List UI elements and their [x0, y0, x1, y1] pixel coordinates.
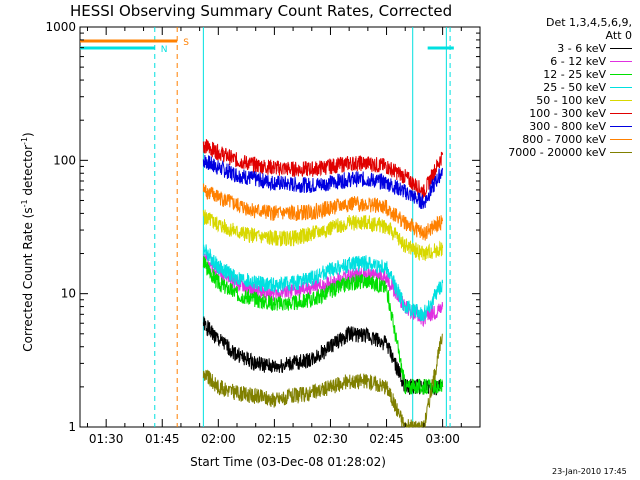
legend-entry: 100 - 300 keV — [484, 107, 636, 120]
legend-swatch — [610, 113, 632, 114]
legend-entry-label: 800 - 7000 keV — [522, 133, 606, 146]
legend-entry: 800 - 7000 keV — [484, 133, 636, 146]
legend-swatch — [610, 87, 632, 88]
x-tick-label: 01:30 — [89, 432, 124, 446]
x-tick-label: 02:30 — [313, 432, 348, 446]
series-line — [202, 256, 444, 395]
legend-entry: 300 - 800 keV — [484, 120, 636, 133]
y-tick-label: 1 — [68, 420, 76, 434]
legend-entry-label: 25 - 50 keV — [543, 81, 606, 94]
x-tick-label: 03:00 — [425, 432, 460, 446]
y-axis-label-sup2: -1 — [20, 137, 29, 145]
legend-entry-label: 100 - 300 keV — [529, 107, 606, 120]
generation-timestamp: 23-Jan-2010 17:45 — [552, 467, 627, 476]
legend-entry-label: 6 - 12 keV — [550, 55, 606, 68]
legend-entry-label: 300 - 800 keV — [529, 120, 606, 133]
legend-swatch — [610, 74, 632, 75]
plot-frame — [79, 26, 481, 428]
annotations-layer: NS — [80, 27, 454, 427]
y-tick-label: 100 — [53, 153, 76, 167]
x-tick-label: 02:45 — [369, 432, 404, 446]
y-tick-label: 1000 — [45, 20, 76, 34]
legend-header-line1: Det 1,3,4,5,6,9, — [545, 16, 632, 29]
x-axis-label: Start Time (03-Dec-08 01:28:02) — [190, 455, 386, 469]
legend-entry: 50 - 100 keV — [484, 94, 636, 107]
y-axis-label-part3: ) — [21, 132, 35, 137]
legend-swatch — [610, 139, 632, 140]
x-tick-label: 02:15 — [257, 432, 292, 446]
legend-entry: 6 - 12 keV — [484, 55, 636, 68]
series-line — [202, 251, 444, 328]
legend: Det 1,3,4,5,6,9, Att 0 3 - 6 keV 6 - 12 … — [484, 16, 636, 159]
legend-entry: 25 - 50 keV — [484, 81, 636, 94]
legend-entry-label: 7000 - 20000 keV — [508, 146, 606, 159]
legend-entry: 3 - 6 keV — [484, 42, 636, 55]
y-axis-label-sup1: -1 — [20, 199, 29, 207]
flag-interval-label: S — [183, 38, 189, 48]
legend-swatch — [610, 152, 632, 153]
legend-swatch — [610, 100, 632, 101]
plot-area-border — [79, 26, 481, 428]
y-axis-label: Corrected Count Rate (s-1 detector-1) — [20, 132, 35, 351]
series-line — [202, 316, 444, 396]
legend-swatch — [610, 126, 632, 127]
y-axis-label-part1: Corrected Count Rate (s — [21, 207, 35, 351]
y-axis-label-part2: detector — [21, 145, 35, 200]
legend-entry-label: 50 - 100 keV — [536, 94, 606, 107]
chart-title: HESSI Observing Summary Count Rates, Cor… — [70, 2, 453, 20]
series-line — [202, 209, 444, 262]
legend-entry: 7000 - 20000 keV — [484, 146, 636, 159]
series-line — [202, 154, 444, 210]
ticks-layer: 01:30 01:45 02:00 02:15 02:30 02:45 03:00 1 10 10… — [45, 20, 481, 446]
legend-header-line2: Att 0 — [605, 29, 632, 42]
series-line — [202, 139, 444, 199]
x-tick-label: 02:00 — [201, 432, 236, 446]
legend-entry: 12 - 25 keV — [484, 68, 636, 81]
legend-swatch — [610, 48, 632, 49]
legend-swatch — [610, 61, 632, 62]
series-layer — [202, 139, 444, 429]
flag-interval-label: N — [161, 45, 168, 55]
legend-entry-label: 12 - 25 keV — [543, 68, 606, 81]
series-line — [202, 333, 443, 429]
series-line — [202, 183, 444, 241]
series-line — [202, 244, 444, 322]
x-tick-label: 01:45 — [145, 432, 180, 446]
y-tick-label: 10 — [61, 287, 76, 301]
legend-entry-label: 3 - 6 keV — [557, 42, 606, 55]
